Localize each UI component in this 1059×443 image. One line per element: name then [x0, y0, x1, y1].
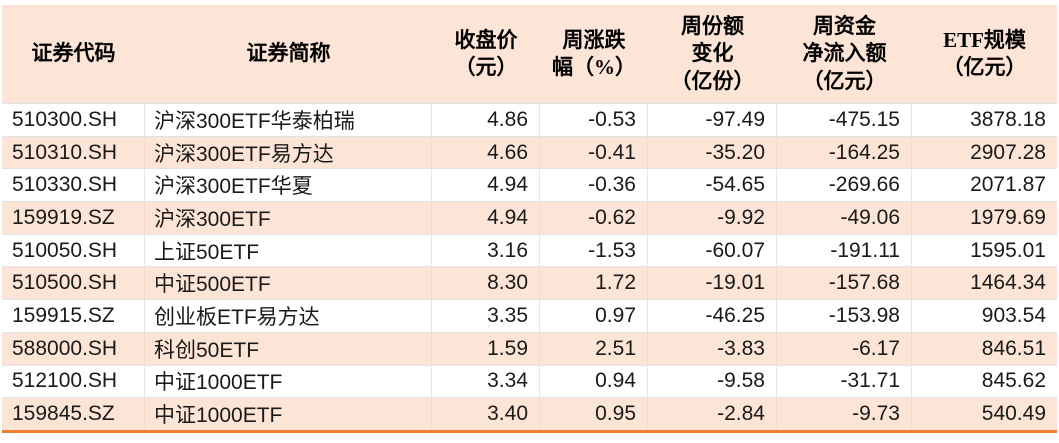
- cell-share_change: -9.58: [648, 365, 777, 398]
- cell-scale: 540.49: [981, 402, 1046, 426]
- cell-scale: 2907.28: [970, 140, 1046, 164]
- cell-close: 3.16: [432, 234, 540, 267]
- cell-share_change: -54.65: [648, 169, 777, 202]
- cell-net_inflow: -191.11: [777, 234, 912, 267]
- cell-scale: 846.51: [981, 336, 1046, 360]
- cell-share_change: -19.01: [648, 267, 777, 299]
- table-row: 510500.SH 中证500ETF 8.30 1.72 -19.01 -157.68 14…: [2, 266, 1057, 300]
- table-row: 512100.SH 中证1000ETF 3.34 0.94 -9.58 -31.71 845…: [2, 364, 1057, 398]
- cell-code: 510050.SH: [2, 234, 145, 267]
- cell-net_inflow: -31.71: [777, 365, 912, 398]
- cell-name: 沪深300ETF华夏: [145, 169, 432, 202]
- table-row: 159845.SZ 中证1000ETF 3.40 0.95 -2.84 -9.73 540.…: [2, 397, 1057, 430]
- cell-change: -0.62: [540, 202, 648, 234]
- cell-code: 159845.SZ: [2, 398, 145, 430]
- cell-close: 4.94: [432, 202, 540, 234]
- header-cell-net_inflow: 周资金 净流入额 （亿元）: [802, 14, 887, 93]
- cell-close: 4.94: [432, 169, 540, 202]
- cell-close: 4.86: [432, 104, 540, 136]
- cell-name: 中证1000ETF: [145, 398, 432, 430]
- cell-name: 创业板ETF易方达: [145, 300, 432, 332]
- cell-net_inflow: -164.25: [777, 137, 912, 169]
- cell-change: 0.97: [540, 300, 648, 332]
- cell-change: 0.95: [540, 398, 648, 430]
- cell-scale: 1464.34: [970, 271, 1046, 295]
- cell-name: 科创50ETF: [145, 333, 432, 365]
- cell-change: 1.72: [540, 267, 648, 299]
- cell-scale: 1595.01: [970, 238, 1046, 262]
- cell-change: -0.53: [540, 104, 648, 136]
- cell-code: 588000.SH: [2, 333, 145, 365]
- cell-share_change: -2.84: [648, 398, 777, 430]
- cell-change: -0.36: [540, 169, 648, 202]
- cell-share_change: -60.07: [648, 234, 777, 267]
- cell-code: 159919.SZ: [2, 202, 145, 234]
- cell-net_inflow: -49.06: [777, 202, 912, 234]
- table-row: 159915.SZ 创业板ETF易方达 3.35 0.97 -46.25 -153.98 9…: [2, 299, 1057, 332]
- cell-scale: 1979.69: [970, 205, 1046, 229]
- cell-code: 512100.SH: [2, 365, 145, 398]
- cell-change: -0.41: [540, 137, 648, 169]
- cell-name: 中证500ETF: [145, 267, 432, 299]
- cell-net_inflow: -6.17: [777, 333, 912, 365]
- cell-name: 沪深300ETF: [145, 202, 432, 234]
- header-cell-code: 证券代码: [31, 41, 116, 66]
- cell-code: 159915.SZ: [2, 300, 145, 332]
- cell-share_change: -35.20: [648, 137, 777, 169]
- cell-share_change: -46.25: [648, 300, 777, 332]
- table-row: 510050.SH 上证50ETF 3.16 -1.53 -60.07 -191.11 15…: [2, 233, 1057, 267]
- header-cell-name: 证券简称: [246, 41, 331, 66]
- cell-scale: 845.62: [981, 369, 1046, 393]
- header-cell-share_change: 周份额 变化 （亿份）: [670, 14, 755, 93]
- cell-close: 3.34: [432, 365, 540, 398]
- cell-scale: 903.54: [981, 303, 1046, 327]
- cell-name: 中证1000ETF: [145, 365, 432, 398]
- cell-close: 8.30: [432, 267, 540, 299]
- header-cell-close: 收盘价 （元）: [454, 27, 518, 79]
- cell-net_inflow: -157.68: [777, 267, 912, 299]
- header-cell-change: 周涨跌 幅（%）: [552, 27, 636, 79]
- cell-share_change: -3.83: [648, 333, 777, 365]
- cell-change: -1.53: [540, 234, 648, 267]
- cell-net_inflow: -269.66: [777, 169, 912, 202]
- etf-weekly-flow-table: 证券代码 证券简称 收盘价 （元） 周涨跌 幅（%） 周份额 变化 （亿份） 周资金 净流…: [2, 5, 1057, 433]
- cell-name: 上证50ETF: [145, 234, 432, 267]
- cell-net_inflow: -153.98: [777, 300, 912, 332]
- cell-code: 510310.SH: [2, 137, 145, 169]
- cell-net_inflow: -9.73: [777, 398, 912, 430]
- table-row: 510300.SH 沪深300ETF华泰柏瑞 4.86 -0.53 -97.49 -475…: [2, 103, 1057, 136]
- table-bottom-border: [2, 429, 1057, 433]
- table-header: 证券代码 证券简称 收盘价 （元） 周涨跌 幅（%） 周份额 变化 （亿份） 周资金 净流…: [2, 5, 1057, 103]
- cell-change: 0.94: [540, 365, 648, 398]
- cell-code: 510330.SH: [2, 169, 145, 202]
- cell-close: 4.66: [432, 137, 540, 169]
- cell-share_change: -97.49: [648, 104, 777, 136]
- table-row: 510310.SH 沪深300ETF易方达 4.66 -0.41 -35.20 -164.…: [2, 135, 1057, 169]
- cell-close: 1.59: [432, 333, 540, 365]
- cell-close: 3.40: [432, 398, 540, 430]
- table-row: 159919.SZ 沪深300ETF 4.94 -0.62 -9.92 -49.06 197…: [2, 201, 1057, 234]
- cell-scale: 3878.18: [970, 107, 1046, 131]
- cell-code: 510500.SH: [2, 267, 145, 299]
- table-body: 510300.SH 沪深300ETF华泰柏瑞 4.86 -0.53 -97.49 -475…: [2, 103, 1057, 430]
- header-cell-scale: ETF规模 （亿元）: [942, 27, 1027, 79]
- cell-close: 3.35: [432, 300, 540, 332]
- cell-net_inflow: -475.15: [777, 104, 912, 136]
- cell-scale: 2071.87: [970, 173, 1046, 197]
- cell-change: 2.51: [540, 333, 648, 365]
- cell-name: 沪深300ETF华泰柏瑞: [145, 104, 432, 136]
- table-row: 510330.SH 沪深300ETF华夏 4.94 -0.36 -54.65 -269.6…: [2, 168, 1057, 202]
- cell-name: 沪深300ETF易方达: [145, 137, 432, 169]
- cell-share_change: -9.92: [648, 202, 777, 234]
- table-row: 588000.SH 科创50ETF 1.59 2.51 -3.83 -6.17 846.51: [2, 331, 1057, 365]
- cell-code: 510300.SH: [2, 104, 145, 136]
